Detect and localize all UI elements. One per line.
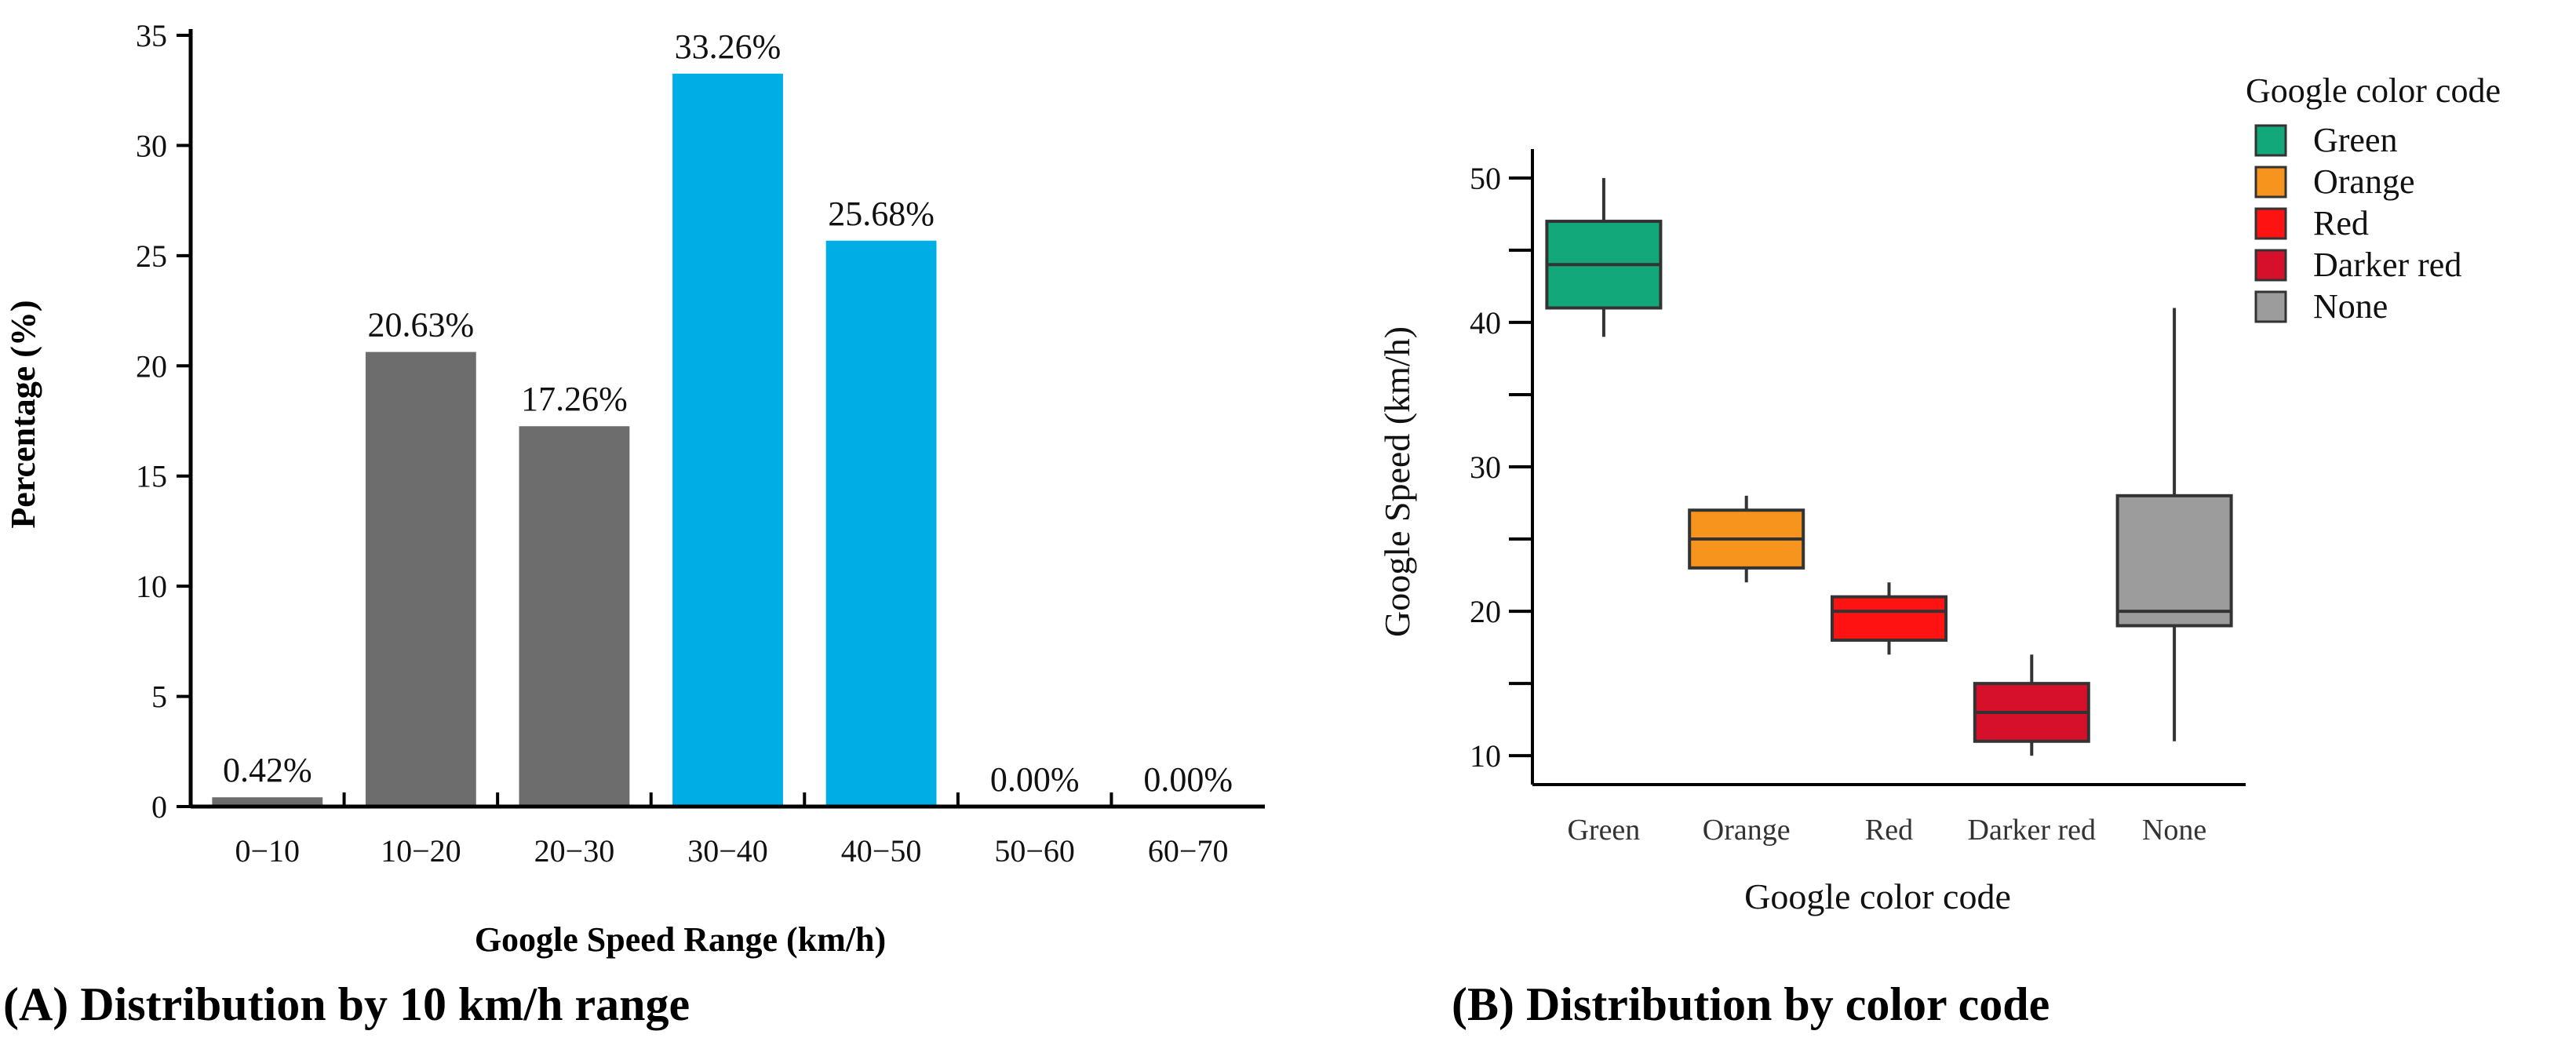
bar-data-label: 17.26%: [521, 380, 628, 418]
box-x-ticks: Green Orange Red Darker red None: [1567, 814, 2206, 847]
box-darker-red: [1973, 654, 2090, 756]
legend-swatch: [2254, 207, 2287, 240]
bar-data-label: 25.68%: [828, 195, 935, 233]
box-orange: [1688, 495, 1805, 583]
bar-x-tick-label: 10−20: [381, 833, 461, 869]
box-x-tick-label: Darker red: [1968, 814, 2097, 847]
legend-item-none: None: [2254, 287, 2388, 326]
bar-y-tick-label: 30: [136, 128, 167, 163]
box-iqr: [1831, 595, 1947, 642]
box-series: [1545, 177, 2233, 756]
bar-y-ticks: 0 5 10 15 20 25 30 35: [136, 18, 191, 825]
bar-data-label: 0.00%: [990, 760, 1080, 799]
box-x-tick-label: Red: [1865, 814, 1913, 847]
box-y-tick-label: 40: [1470, 305, 1501, 341]
bar-data-label: 20.63%: [368, 306, 475, 344]
bar-y-tick-label: 0: [151, 789, 167, 825]
legend-label: Orange: [2313, 162, 2415, 201]
box-x-axis-title: Google color code: [1744, 876, 2011, 916]
bar-x-tick-label: 60−70: [1148, 833, 1229, 869]
legend-item-orange: Orange: [2254, 162, 2415, 201]
bar-y-tick-label: 15: [136, 459, 167, 494]
box-x-tick-label: Orange: [1703, 814, 1791, 847]
panel-b-caption: (B) Distribution by color code: [1452, 978, 2050, 1030]
bar-10−20: [365, 351, 476, 807]
box-y-ticks: 10 20 30 40 50: [1470, 161, 1532, 774]
bar-y-tick-label: 5: [151, 679, 167, 715]
bar-series: [212, 73, 937, 807]
panel-a-caption: (A) Distribution by 10 km/h range: [3, 978, 690, 1030]
legend-item-green: Green: [2254, 121, 2398, 159]
legend-title: Google color code: [2246, 71, 2501, 110]
bar-chart-panel: 0 5 10 15 20 25 30 35 0.42% 20.63% 17.26% 33.26% 25…: [3, 18, 1265, 1030]
box-y-tick-label: 50: [1470, 161, 1501, 196]
legend-item-darker-red: Darker red: [2254, 246, 2461, 284]
legend-swatch: [2254, 249, 2287, 282]
box-y-axis-title: Google Speed (km/h): [1377, 326, 1417, 637]
legend-swatch: [2254, 124, 2287, 157]
bar-40−50: [825, 240, 937, 807]
bar-y-axis-title: Percentage (%): [4, 300, 42, 528]
box-y-tick-label: 10: [1470, 738, 1501, 774]
bar-20−30: [519, 426, 630, 807]
bar-data-label: 0.42%: [223, 751, 312, 789]
bar-x-tick-label: 30−40: [687, 833, 768, 869]
box-y-tick-label: 30: [1470, 450, 1501, 485]
bar-30−40: [672, 73, 783, 807]
bar-x-tick-label: 0−10: [235, 833, 301, 869]
bar-x-tick-label: 40−50: [841, 833, 922, 869]
bar-y-tick-label: 25: [136, 239, 167, 274]
box-x-tick-label: None: [2142, 814, 2206, 847]
box-none: [2115, 308, 2233, 741]
box-red: [1831, 582, 1947, 655]
legend-label: Darker red: [2313, 246, 2461, 284]
bar-data-label: 33.26%: [675, 27, 782, 66]
bar-data-label: 0.00%: [1143, 760, 1233, 799]
legend-label: None: [2313, 287, 2388, 326]
bar-x-tick-label: 50−60: [994, 833, 1075, 869]
bar-y-tick-label: 20: [136, 348, 167, 384]
bar-y-tick-label: 35: [136, 18, 167, 53]
box-iqr: [2115, 494, 2233, 628]
legend-label: Green: [2313, 121, 2398, 159]
box-green: [1545, 177, 1663, 337]
legend-item-red: Red: [2254, 204, 2369, 242]
bar-y-tick-label: 10: [136, 569, 167, 604]
legend-swatch: [2254, 290, 2287, 323]
box-x-tick-label: Green: [1567, 814, 1640, 847]
legend-swatch: [2254, 166, 2287, 199]
bar-0−10: [212, 797, 323, 807]
bar-data-labels: 0.42% 20.63% 17.26% 33.26% 25.68% 0.00% 0.00%: [223, 27, 1233, 799]
bar-x-tick-label: 20−30: [534, 833, 615, 869]
bar-x-axis-title: Google Speed Range (km/h): [475, 920, 886, 959]
box-y-tick-label: 20: [1470, 594, 1501, 629]
legend-label: Red: [2313, 204, 2369, 242]
bar-x-ticks: 0−10 10−20 20−30 30−40 40−50 50−60 60−70: [235, 792, 1229, 869]
